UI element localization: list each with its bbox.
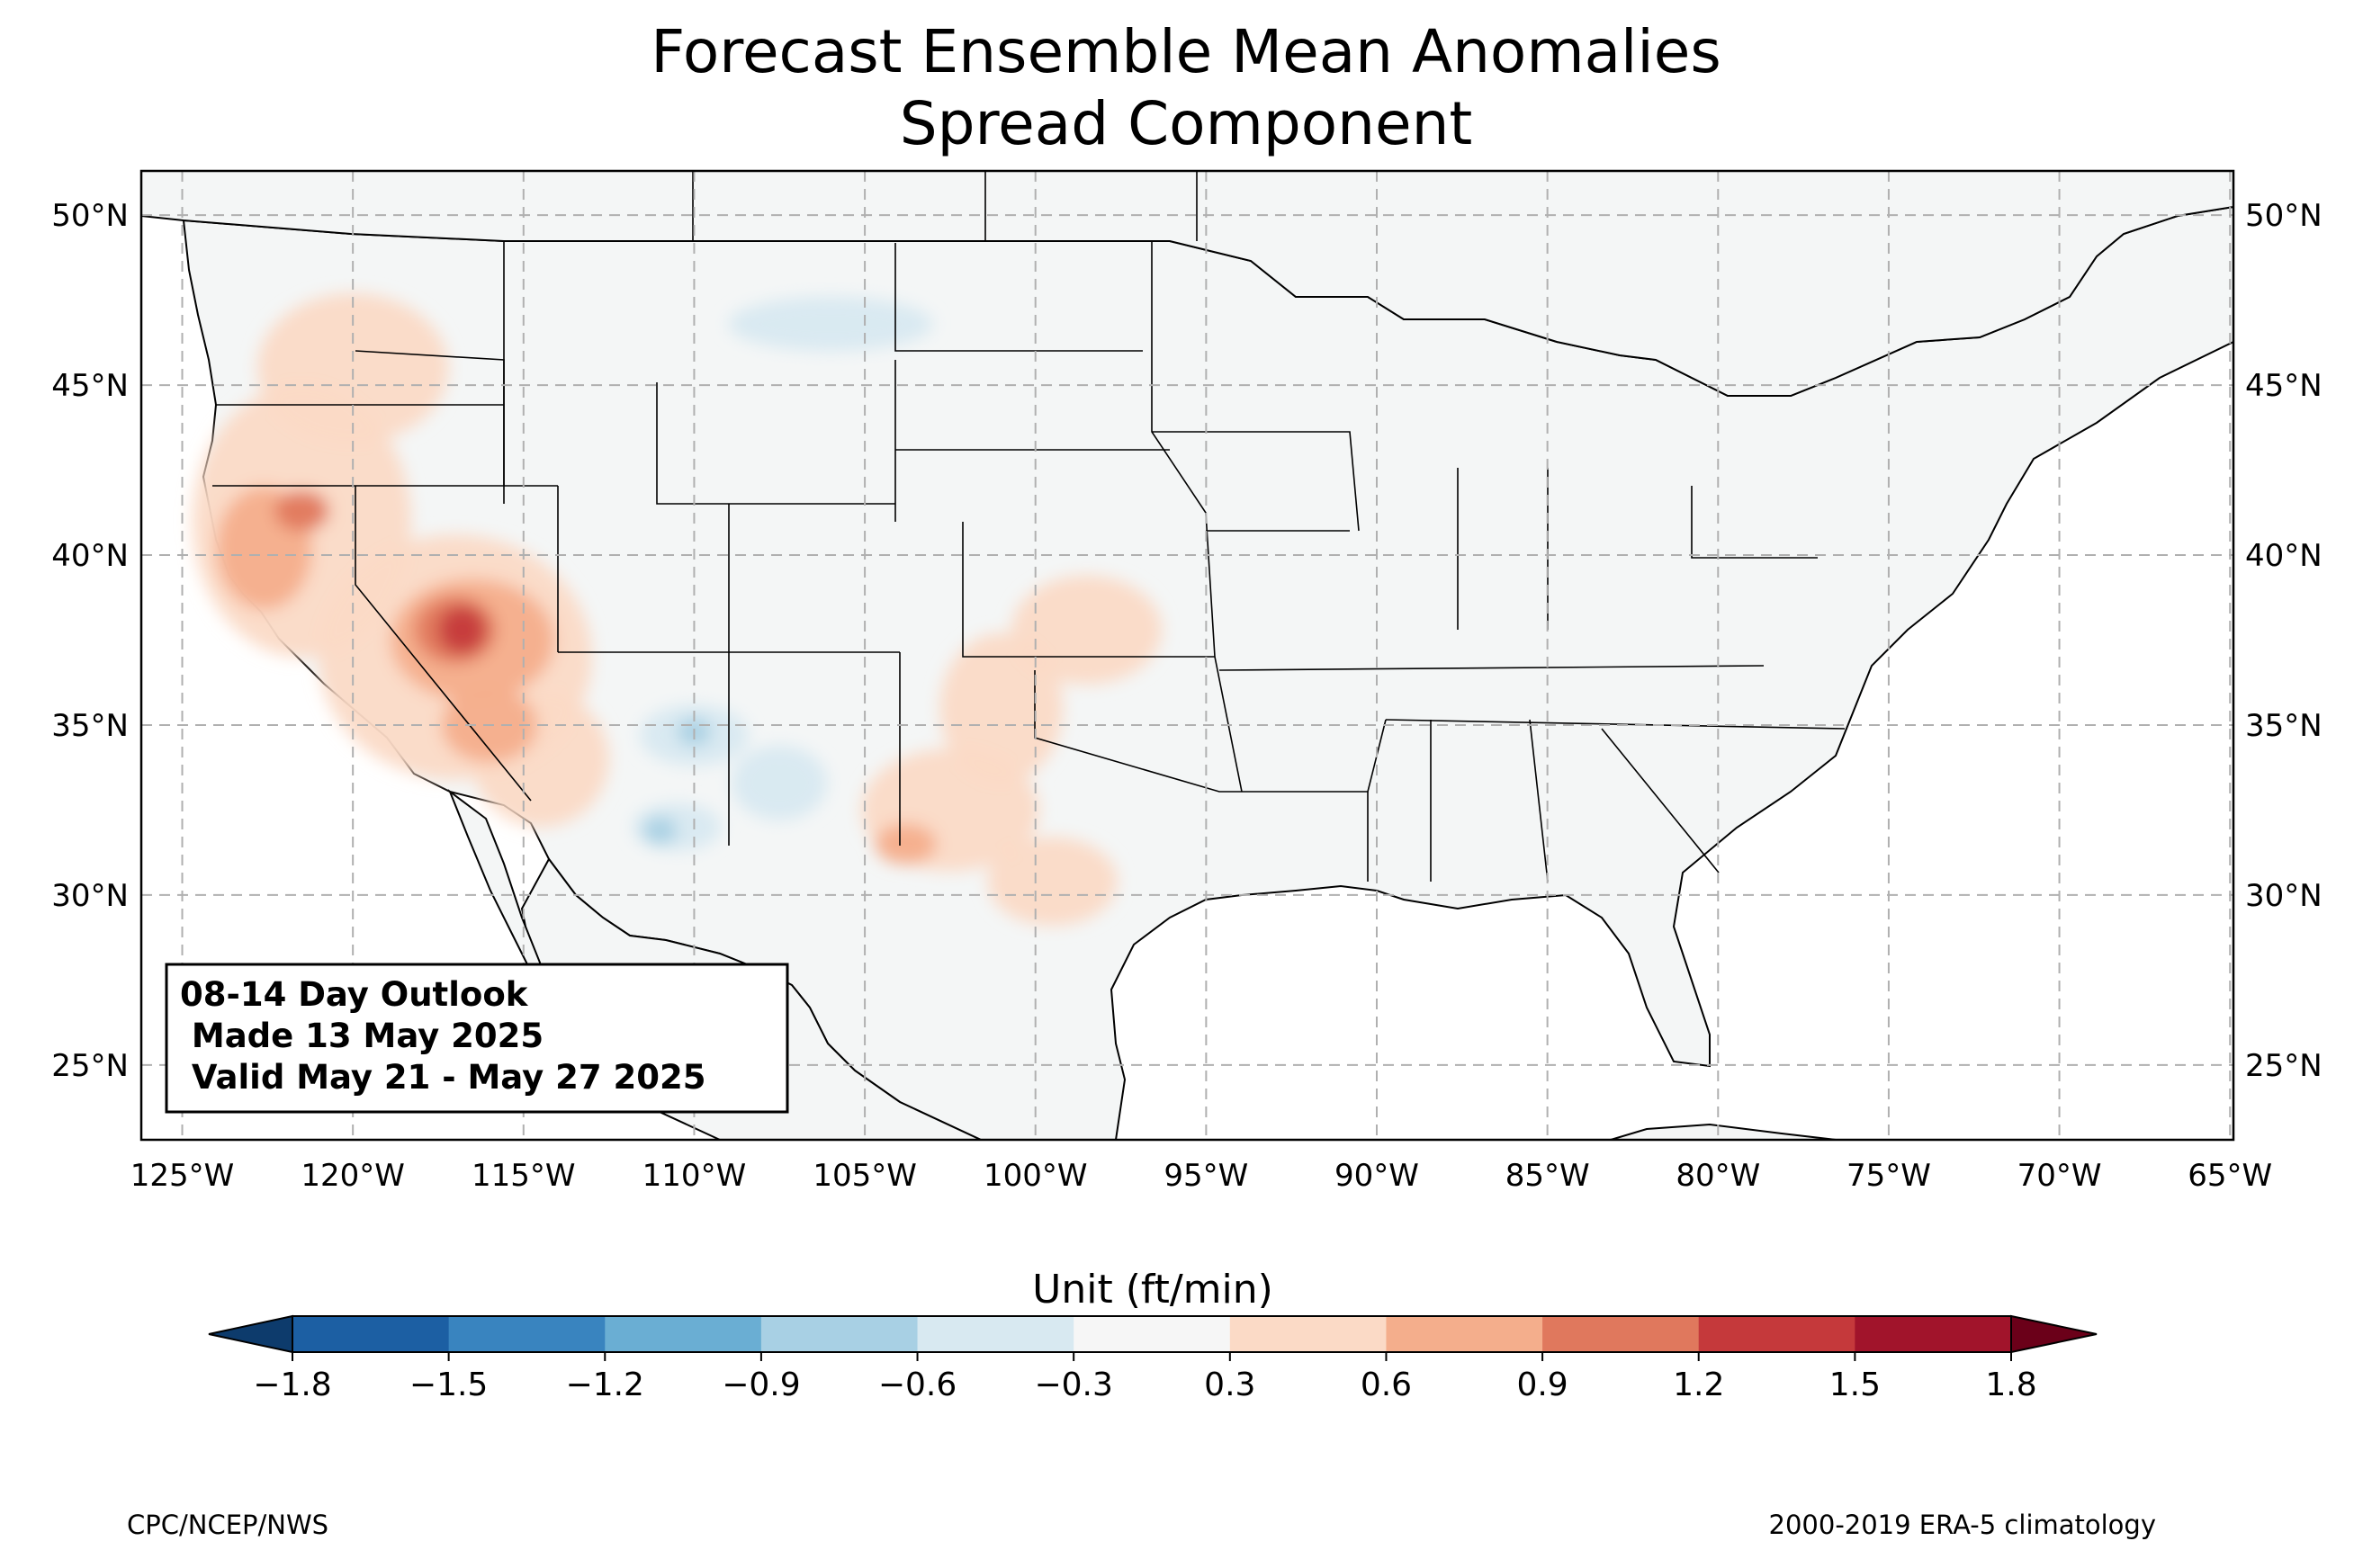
latitude-tick-label-left: 45°N (51, 368, 129, 404)
latitude-tick-label-right: 30°N (2245, 878, 2323, 914)
latitude-tick-label-right: 45°N (2245, 368, 2323, 404)
longitude-tick-label: 110°W (642, 1158, 747, 1194)
colorbar-swatch (1855, 1316, 2012, 1352)
longitude-tick-label: 80°W (1676, 1158, 1760, 1194)
info-made-date: Made 13 May 2025 (180, 1017, 544, 1055)
latitude-tick-labels-right: 25°N 30°N 35°N 40°N 45°N 50°N (2245, 198, 2323, 1084)
colorbar-tick-label: −0.9 (722, 1366, 800, 1403)
positive-anomaly-region (437, 605, 487, 654)
positive-anomaly-region (1011, 575, 1163, 685)
colorbar-tick-label: 1.2 (1673, 1366, 1724, 1403)
figure-title-line2: Spread Component (900, 89, 1473, 158)
colorbar-swatches (208, 1314, 2098, 1354)
colorbar-under-extension (208, 1314, 293, 1354)
colorbar-swatch (760, 1316, 919, 1352)
latitude-tick-label-right: 35°N (2245, 708, 2323, 744)
colorbar-swatch (1386, 1316, 1543, 1352)
colorbar-tick-label: 1.8 (1985, 1366, 2036, 1403)
longitude-tick-label: 120°W (301, 1158, 405, 1194)
colorbar-tick-label: 0.6 (1361, 1366, 1412, 1403)
colorbar-tick-label: 0.3 (1204, 1366, 1255, 1403)
colorbar-tick-label: −1.2 (566, 1366, 644, 1403)
colorbar-outline (292, 1315, 2012, 1353)
latitude-tick-label-left: 25°N (51, 1048, 129, 1084)
outlook-info-box: 08-14 Day Outlook Made 13 May 2025 Valid… (165, 963, 789, 1114)
colorbar-swatch (1229, 1316, 1387, 1352)
map-frame (139, 169, 2235, 1142)
colorbar-tick-label: −1.8 (253, 1366, 331, 1403)
latitude-tick-label-right: 50°N (2245, 198, 2323, 234)
latitude-tick-label-left: 40°N (51, 538, 129, 574)
map-panel (139, 169, 2235, 1142)
latitude-tick-label-right: 40°N (2245, 538, 2323, 574)
land-cuba (1610, 1123, 1837, 1140)
info-outlook-period: 08-14 Day Outlook (180, 975, 529, 1014)
colorbar-tick-label: −0.3 (1034, 1366, 1112, 1403)
longitude-tick-label: 70°W (2017, 1158, 2102, 1194)
longitude-tick-label: 105°W (813, 1158, 917, 1194)
latitude-gridlines (141, 214, 2233, 1066)
colorbar-swatch (1698, 1316, 1855, 1352)
longitude-tick-label: 115°W (472, 1158, 576, 1194)
colorbar-tick-label: 1.5 (1829, 1366, 1881, 1403)
longitude-tick-label: 85°W (1505, 1158, 1590, 1194)
positive-anomaly-region (939, 632, 1064, 784)
positive-anomaly-region (875, 823, 937, 865)
latitude-tick-label-right: 25°N (2245, 1048, 2323, 1084)
footer-climatology: 2000-2019 ERA-5 climatology (1769, 1510, 2156, 1540)
colorbar-tick-labels: −1.8 −1.5 −1.2 −0.9 −0.6 −0.3 0.3 0.6 0.9 1.2 1.5 1… (253, 1352, 2037, 1403)
land-canada (141, 171, 2233, 397)
longitude-tick-label: 90°W (1334, 1158, 1419, 1194)
longitude-tick-labels: 125°W 120°W 115°W 110°W 105°W 100°W 95°W 90°W 85… (130, 1158, 2272, 1194)
colorbar-tick-label: 0.9 (1516, 1366, 1568, 1403)
positive-anomaly-region (987, 837, 1118, 926)
negative-anomaly-region (642, 817, 678, 845)
longitude-tick-label: 75°W (1846, 1158, 1931, 1194)
colorbar-tick-label: −0.6 (878, 1366, 957, 1403)
figure-title-line1: Forecast Ensemble Mean Anomalies (651, 17, 1721, 86)
negative-anomaly-region (728, 296, 933, 352)
colorbar-swatch (292, 1316, 450, 1352)
colorbar-swatch (917, 1316, 1074, 1352)
latitude-tick-label-left: 35°N (51, 708, 129, 744)
colorbar-over-extension (2010, 1314, 2098, 1354)
latitude-tick-label-left: 30°N (51, 878, 129, 914)
longitude-tick-label: 125°W (130, 1158, 235, 1194)
colorbar-tick-label: −1.5 (409, 1366, 488, 1403)
longitude-tick-label: 65°W (2188, 1158, 2272, 1194)
colorbar-swatch (1074, 1316, 1231, 1352)
longitude-tick-label: 95°W (1164, 1158, 1248, 1194)
latitude-tick-label-left: 50°N (51, 198, 129, 234)
colorbar-swatch (605, 1316, 762, 1352)
negative-anomaly-region (732, 745, 828, 820)
latitude-tick-labels-left: 25°N 30°N 35°N 40°N 45°N 50°N (51, 198, 129, 1084)
positive-anomaly-region (274, 490, 329, 532)
colorbar-swatch (1542, 1316, 1700, 1352)
colorbar: Unit (ft/min) −1.8 −1.5 −1.2 −0.9 −0.6 −0.3 0.… (208, 1267, 2098, 1403)
info-box-frame (165, 963, 789, 1114)
colorbar-swatch (448, 1316, 606, 1352)
colorbar-unit-label: Unit (ft/min) (1032, 1267, 1273, 1313)
longitude-tick-label: 100°W (984, 1158, 1088, 1194)
info-valid-dates: Valid May 21 - May 27 2025 (180, 1058, 705, 1097)
footer-source: CPC/NCEP/NWS (127, 1510, 328, 1540)
